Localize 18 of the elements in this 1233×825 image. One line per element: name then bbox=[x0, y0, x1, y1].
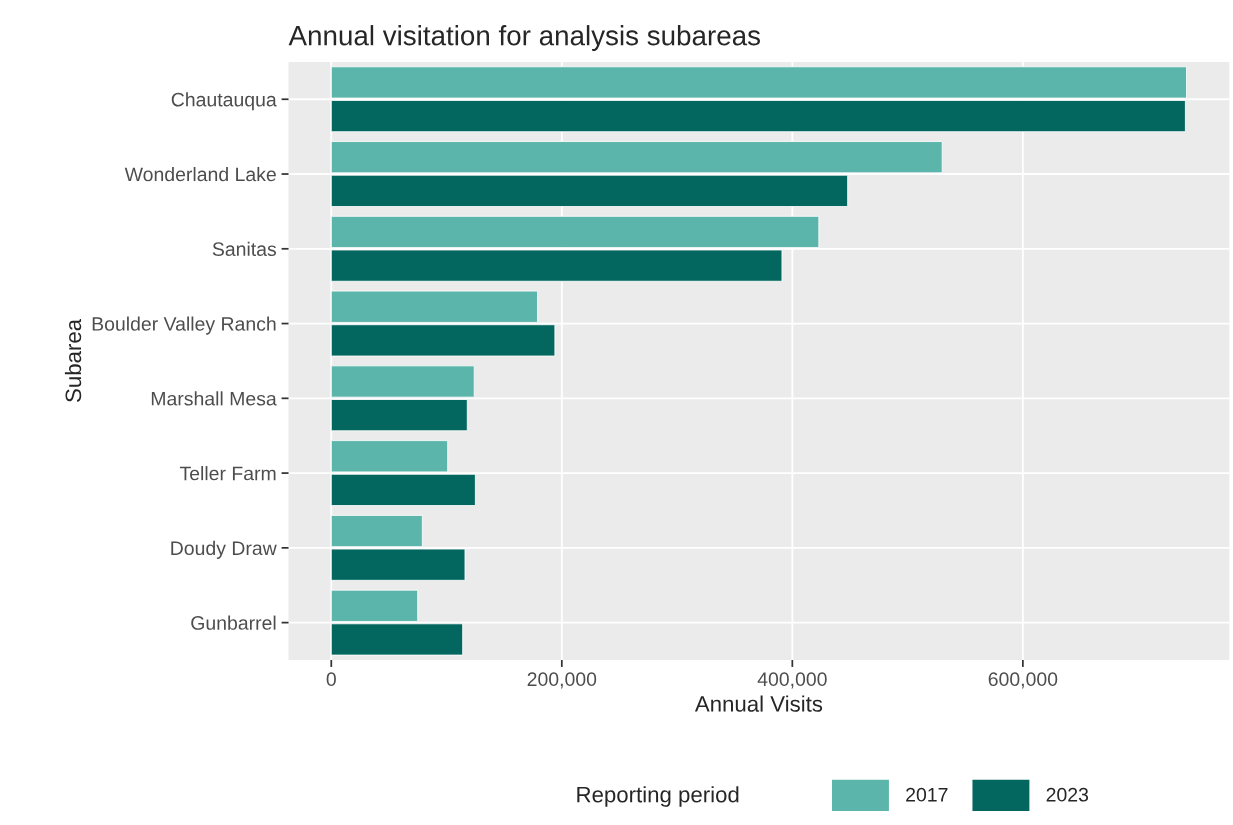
y-tick-label: Sanitas bbox=[212, 241, 277, 257]
x-tick-label: 0 bbox=[326, 672, 336, 687]
y-tick-label: Marshall Mesa bbox=[151, 391, 277, 406]
y-tick-label: Wonderland Lake bbox=[124, 166, 276, 182]
x-tick-label: 400,000 bbox=[757, 672, 827, 689]
x-tick-label: 600,000 bbox=[988, 672, 1058, 689]
legend-label: 2023 bbox=[1046, 787, 1089, 802]
y-tick-label: Chautauqua bbox=[171, 92, 277, 111]
y-axis-title: Subarea bbox=[64, 318, 82, 402]
legend-title: Reporting period bbox=[577, 786, 739, 807]
y-tick-label: Gunbarrel bbox=[191, 615, 276, 630]
y-tick-label: Doudy Draw bbox=[171, 540, 277, 559]
x-tick-label: 200,000 bbox=[527, 672, 597, 689]
y-tick-label: Teller Farm bbox=[179, 466, 276, 481]
chart-title: Annual visitation for analysis subareas bbox=[288, 25, 760, 51]
legend-label: 2017 bbox=[906, 787, 948, 802]
y-tick-label: Boulder Valley Ranch bbox=[92, 316, 276, 335]
x-axis-title: Annual Visits bbox=[694, 695, 823, 712]
